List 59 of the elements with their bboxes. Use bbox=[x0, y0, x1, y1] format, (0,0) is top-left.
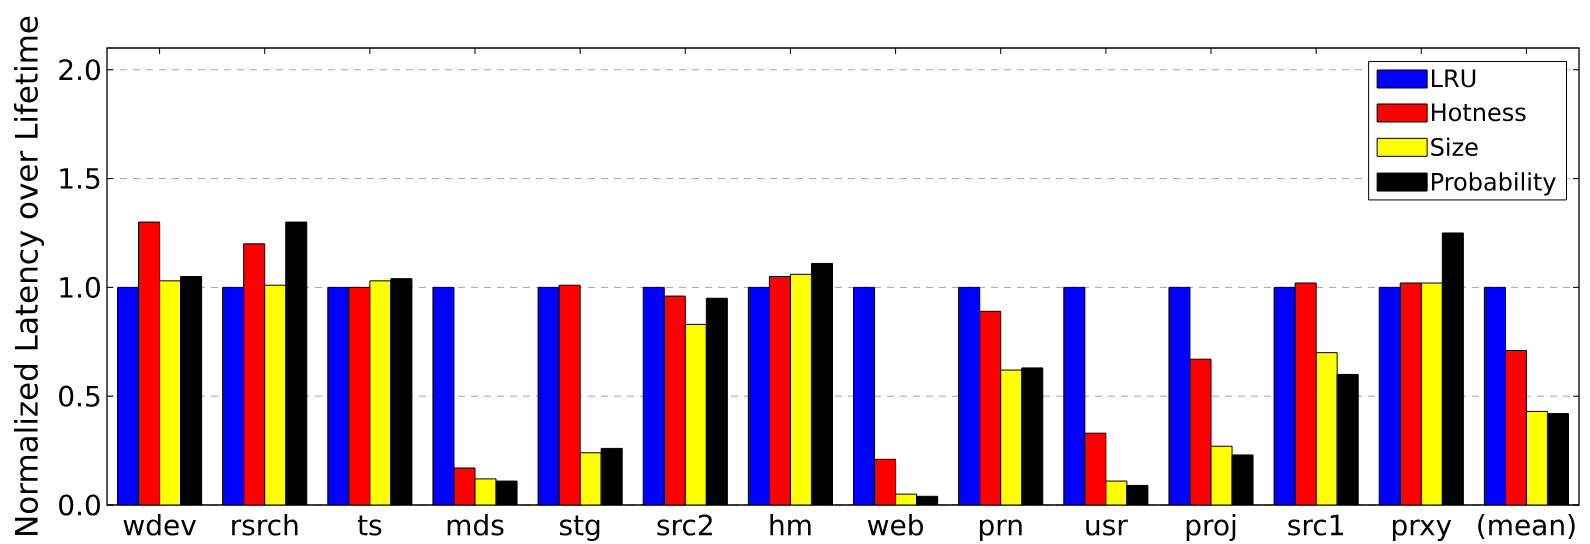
bar bbox=[432, 287, 454, 505]
bar bbox=[243, 243, 265, 505]
bar bbox=[1168, 287, 1190, 505]
bar bbox=[979, 311, 1001, 505]
bar bbox=[790, 274, 812, 505]
x-tick-label: proj bbox=[1186, 513, 1236, 542]
legend-label: Hotness bbox=[1432, 103, 1526, 122]
bar bbox=[1421, 283, 1443, 505]
x-tick-label: rsrch bbox=[232, 513, 298, 536]
x-tick-label: ts bbox=[357, 515, 382, 536]
y-tick-label: 0.5 bbox=[59, 385, 100, 407]
legend-label: Probability bbox=[1432, 172, 1556, 196]
bar bbox=[1063, 287, 1085, 505]
y-tick-label: 2.0 bbox=[59, 59, 100, 81]
bar bbox=[664, 296, 686, 505]
y-tick-label: 1.5 bbox=[60, 168, 100, 189]
bar bbox=[1504, 349, 1527, 505]
x-tick-label: web bbox=[867, 513, 923, 536]
bar bbox=[264, 285, 286, 505]
x-tick-label: hm bbox=[770, 513, 811, 536]
legend-label: LRU bbox=[1432, 69, 1476, 88]
x-tick-label: src1 bbox=[1288, 514, 1343, 536]
y-tick-label: 1.0 bbox=[60, 276, 100, 298]
x-tick-label: prxy bbox=[1393, 519, 1452, 542]
bar bbox=[159, 280, 181, 505]
bar bbox=[1084, 433, 1106, 505]
bar bbox=[874, 459, 896, 505]
x-tick-label: (mean) bbox=[1478, 513, 1575, 539]
bar bbox=[748, 287, 770, 505]
bar bbox=[1400, 283, 1422, 505]
bar bbox=[1483, 286, 1506, 505]
bar bbox=[348, 287, 370, 505]
bar bbox=[1274, 287, 1296, 505]
bar bbox=[1295, 283, 1317, 505]
x-tick-label: usr bbox=[1086, 519, 1128, 536]
x-tick-label: stg bbox=[559, 515, 600, 542]
bar bbox=[222, 287, 244, 505]
bar bbox=[1379, 287, 1401, 505]
bar bbox=[853, 287, 875, 505]
bar bbox=[685, 324, 707, 505]
x-tick-label: prn bbox=[979, 519, 1022, 542]
x-tick-label: mds bbox=[447, 513, 504, 536]
y-tick-label: 0.0 bbox=[59, 494, 100, 516]
bar bbox=[769, 276, 791, 505]
bar bbox=[1000, 370, 1022, 505]
legend-label: Size bbox=[1431, 137, 1478, 157]
bar bbox=[138, 222, 160, 505]
bar bbox=[1525, 410, 1548, 505]
bar bbox=[643, 287, 665, 505]
bar bbox=[958, 287, 980, 505]
bar bbox=[327, 287, 349, 505]
bar bbox=[538, 287, 560, 505]
bar bbox=[580, 452, 602, 505]
x-tick-label: wdev bbox=[123, 513, 196, 536]
bar bbox=[1316, 352, 1338, 505]
bar bbox=[559, 285, 581, 505]
bar bbox=[117, 287, 139, 505]
x-tick-label: src2 bbox=[657, 514, 712, 536]
y-axis-title: Normalized Latency over Lifetime bbox=[14, 16, 44, 535]
